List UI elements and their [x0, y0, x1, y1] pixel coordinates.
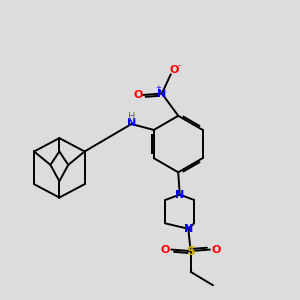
Text: N: N: [184, 224, 193, 234]
Text: O: O: [211, 244, 220, 255]
Text: N: N: [157, 88, 167, 98]
Text: N: N: [175, 190, 184, 200]
Text: H: H: [128, 112, 135, 122]
Text: O: O: [133, 90, 142, 100]
Text: N: N: [127, 118, 136, 128]
Text: O: O: [161, 244, 170, 255]
Text: -: -: [178, 61, 181, 70]
Text: +: +: [155, 85, 161, 91]
Text: S: S: [186, 244, 195, 258]
Text: O: O: [169, 65, 178, 75]
